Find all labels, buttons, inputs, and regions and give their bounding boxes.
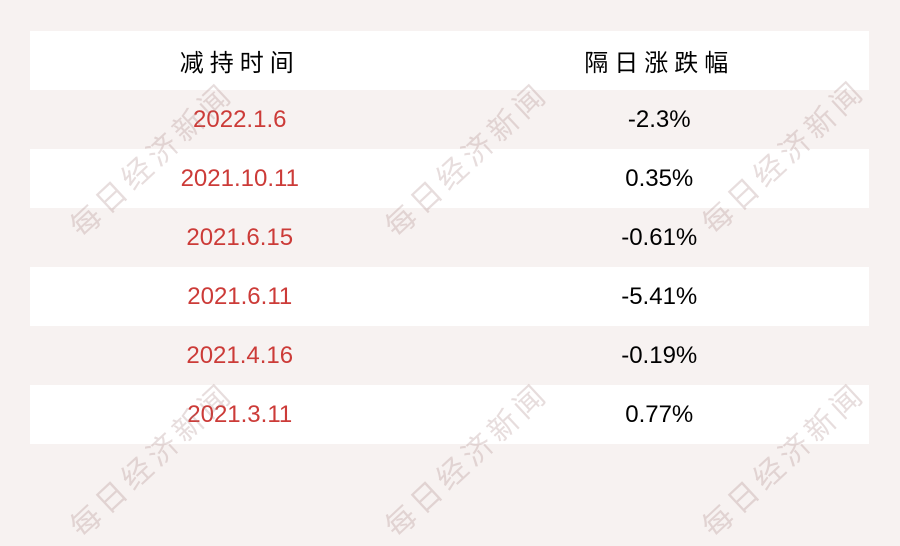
table-row: 2021.3.11 0.77%	[30, 385, 869, 444]
table-row: 2021.6.15 -0.61%	[30, 208, 869, 267]
reduction-date: 2021.6.11	[187, 282, 293, 310]
next-day-change: 0.77%	[625, 400, 694, 428]
reduction-date: 2021.6.15	[186, 223, 294, 251]
column-header-reduction-time: 减持时间	[179, 50, 300, 77]
column-header-next-day-change: 隔日涨跌幅	[584, 50, 735, 77]
next-day-change: 0.35%	[625, 164, 694, 192]
table-row: 2021.6.11 -5.41%	[30, 267, 869, 326]
next-day-change: -2.3%	[627, 105, 691, 133]
reduction-date: 2021.4.16	[186, 341, 294, 369]
next-day-change: -5.41%	[621, 282, 698, 310]
reduction-date: 2022.1.6	[193, 105, 287, 133]
page: { "watermark": { "text": "每日经济新闻" }, "ta…	[30, 31, 873, 545]
reduction-change-table: 减持时间 隔日涨跌幅 2022.1.6 -2.3% 2021.10.11 0.3…	[30, 31, 869, 444]
reduction-date: 2021.3.11	[187, 400, 293, 428]
table-row: 2021.10.11 0.35%	[30, 149, 869, 208]
next-day-change: -0.61%	[621, 223, 698, 251]
table-row: 2021.4.16 -0.19%	[30, 326, 869, 385]
table-row: 2022.1.6 -2.3%	[30, 90, 869, 149]
next-day-change: -0.19%	[621, 341, 698, 369]
table-header-row: 减持时间 隔日涨跌幅	[30, 31, 869, 90]
reduction-date: 2021.10.11	[180, 164, 299, 192]
